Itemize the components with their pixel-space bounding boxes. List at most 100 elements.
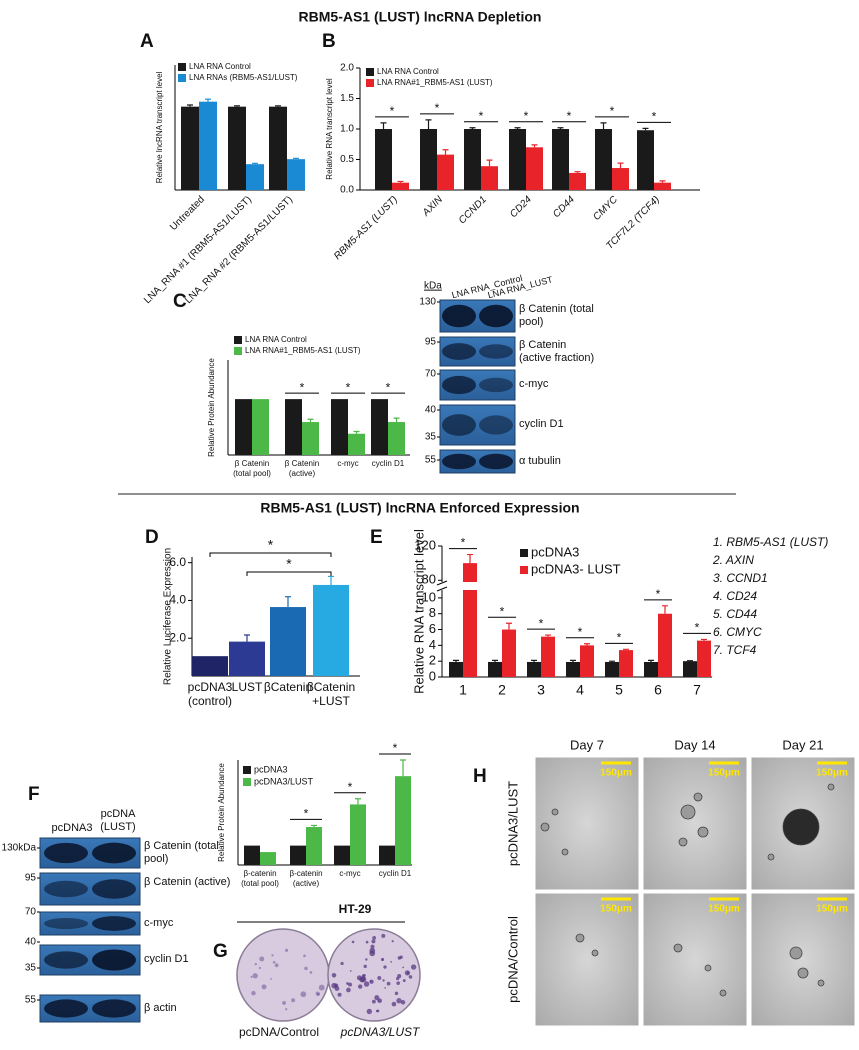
blot-band xyxy=(442,304,476,328)
bar xyxy=(488,661,502,677)
error-bar xyxy=(234,105,240,107)
colony xyxy=(252,973,258,979)
bar xyxy=(541,636,555,677)
legend-label: LNA RNA#1_RBM5-AS1 (LUST) xyxy=(245,346,361,355)
scale-label: 150μm xyxy=(600,904,632,915)
colony xyxy=(254,962,257,966)
significance-star: * xyxy=(348,780,353,794)
colony xyxy=(349,970,352,972)
spheroid xyxy=(678,837,688,847)
blot-band xyxy=(479,377,513,393)
blot-band xyxy=(44,880,88,898)
x-tick-label: β Catenin (total pool) xyxy=(233,459,271,478)
error-bar xyxy=(453,659,459,662)
significance-star: * xyxy=(268,537,274,553)
x-tick-label: β-catenin (total pool) xyxy=(241,869,279,888)
significance-star: * xyxy=(652,110,657,124)
band-label: β Catenin (active fraction) xyxy=(519,338,595,364)
colony xyxy=(374,995,380,1001)
lane-label: pcDNA3 xyxy=(52,822,93,834)
legend-swatch xyxy=(234,336,242,344)
colony xyxy=(390,961,393,963)
error-bar xyxy=(574,171,581,173)
mw-marker: 95 xyxy=(425,337,437,348)
significance-star: * xyxy=(617,630,622,644)
mw-marker: 95 xyxy=(25,873,37,884)
significance-star: * xyxy=(610,104,615,118)
bar xyxy=(420,129,437,190)
blot-band xyxy=(479,415,513,435)
bar xyxy=(181,106,199,190)
significance-star: * xyxy=(479,109,484,123)
key-item: 7. TCF4 xyxy=(713,643,757,657)
error-bar xyxy=(425,119,432,129)
plate xyxy=(327,928,421,1022)
colony xyxy=(291,998,296,1003)
colony xyxy=(369,947,376,954)
x-tick-label: c-myc xyxy=(339,869,361,878)
y-tick-label: 80 xyxy=(422,572,436,587)
y-axis-label: Relative lncRNA transcript level xyxy=(155,71,164,183)
bar xyxy=(199,101,217,190)
band-label: β Catenin (total pool) xyxy=(144,840,219,865)
significance-star: * xyxy=(304,807,309,821)
significance-star: * xyxy=(500,604,505,618)
blot-band xyxy=(442,343,476,360)
panel-label: E xyxy=(370,527,383,548)
bar xyxy=(375,129,392,190)
mw-marker: 55 xyxy=(25,995,37,1006)
legend-label: pcDNA3 xyxy=(531,544,579,559)
x-tick-label: c-myc xyxy=(337,459,359,468)
band-label: β actin xyxy=(144,1001,177,1014)
error-bar xyxy=(187,104,193,107)
bar xyxy=(569,172,586,190)
legend-swatch xyxy=(243,766,251,774)
y-axis-label: Relative RNA transcript level xyxy=(411,529,426,694)
colony xyxy=(400,1000,406,1005)
error-bar xyxy=(642,127,649,131)
blot-band xyxy=(44,999,88,1018)
spheroid xyxy=(540,822,550,832)
colony xyxy=(396,998,402,1004)
bar xyxy=(331,399,348,455)
bar xyxy=(246,164,264,190)
significance-star: * xyxy=(461,536,466,550)
section-title: RBM5-AS1 (LUST) lncRNA Enforced Expressi… xyxy=(260,500,579,516)
mw-marker: 35 xyxy=(425,432,437,443)
band-label: c-myc xyxy=(519,378,549,390)
x-tick-label: CCND1 xyxy=(457,194,489,226)
error-bar xyxy=(442,149,449,155)
panel-label: A xyxy=(140,31,154,52)
error-bar xyxy=(307,418,314,423)
y-axis-label: Relative Protein Abundance xyxy=(207,358,216,457)
significance-star: * xyxy=(393,741,398,755)
colony xyxy=(371,999,376,1004)
x-tick-label: LUST xyxy=(231,680,263,694)
scale-label: 150μm xyxy=(708,904,740,915)
y-tick-label: 4.0 xyxy=(169,593,186,607)
spheroid xyxy=(704,964,712,972)
bar xyxy=(449,661,463,677)
colony xyxy=(363,981,370,987)
colony xyxy=(381,957,385,962)
colony xyxy=(282,1001,286,1005)
x-tick-label: 7 xyxy=(693,682,701,698)
error-bar xyxy=(397,180,404,183)
colony xyxy=(386,981,391,986)
bar xyxy=(348,433,365,455)
colony xyxy=(377,998,383,1004)
x-tick-label: 1 xyxy=(459,682,467,698)
panel-label: H xyxy=(473,766,487,787)
column-header: Day 7 xyxy=(570,737,604,752)
error-bar xyxy=(506,622,512,630)
colony xyxy=(396,981,401,985)
bar xyxy=(526,147,543,190)
bar xyxy=(192,656,228,676)
colony xyxy=(408,975,413,979)
key-item: 1. RBM5-AS1 (LUST) xyxy=(713,535,828,549)
legend-swatch xyxy=(366,68,374,76)
colony xyxy=(272,961,276,964)
bar xyxy=(605,661,619,677)
bar xyxy=(392,182,409,190)
blot-band xyxy=(44,951,88,969)
